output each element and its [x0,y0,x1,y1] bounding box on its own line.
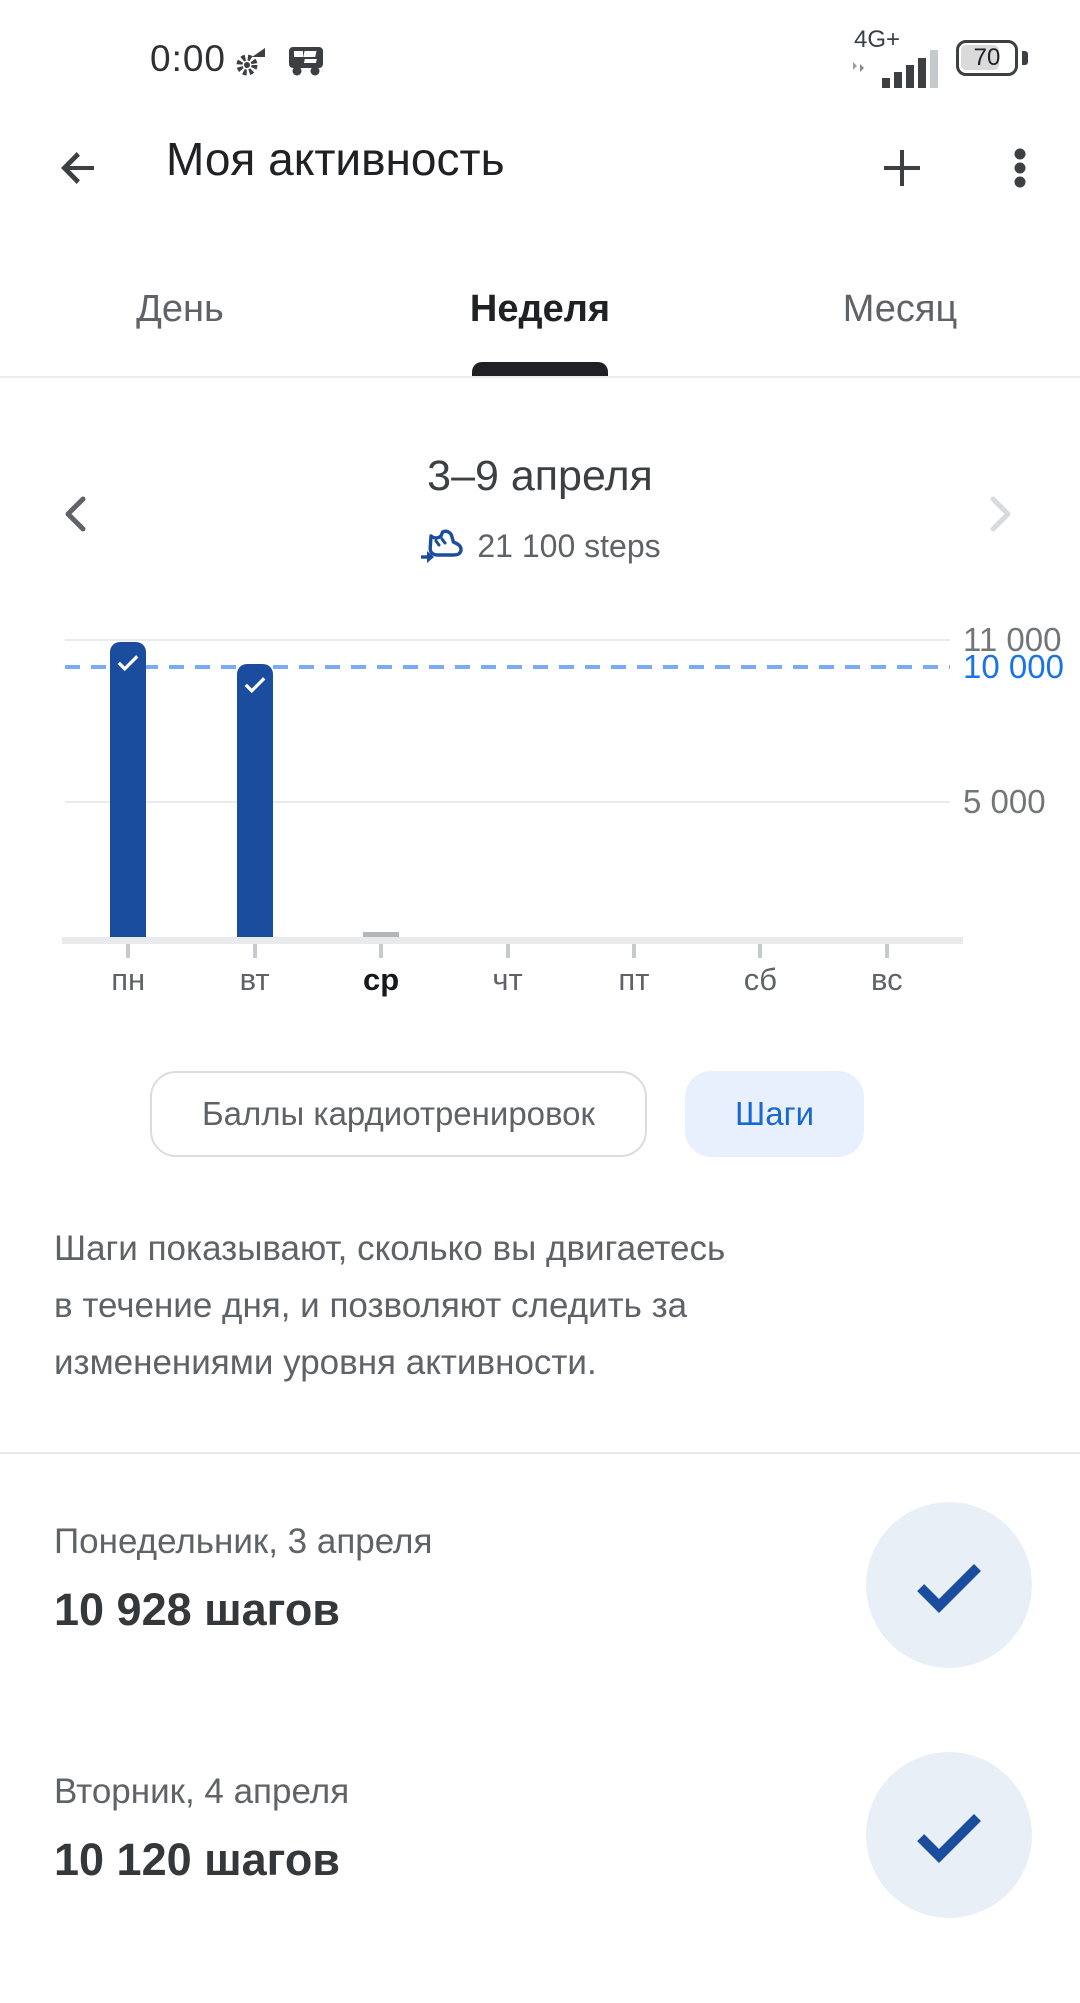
gridline-11000 [65,639,950,641]
network-type-label: 4G+ [854,26,901,53]
back-button[interactable] [42,132,114,204]
goal-met-badge [866,1502,1032,1668]
bus-notification-icon [286,44,326,83]
week-range-label: 3–9 апреля [427,452,653,500]
activity-day-row[interactable]: Вторник, 4 апреля 10 120 шагов [0,1702,1080,1952]
y-label-10000: 10 000 [963,648,1064,685]
week-navigator: 3–9 апреля 21 100 steps [0,430,1080,590]
metric-chips-row: Баллы кардиотренировок Шаги [150,1071,865,1157]
x-tick-чт [505,944,510,958]
entry-steps-value: 10 928 шагов [54,1584,340,1635]
battery-nub [1022,51,1028,65]
arrow-back-icon [61,152,94,184]
kebab-menu-icon [1014,148,1026,188]
check-icon [917,1814,981,1863]
chip-steps[interactable]: Шаги [684,1071,865,1157]
add-button[interactable] [866,132,938,204]
chart-bar-today-stub [363,932,400,937]
chart-bar-вт[interactable] [236,663,273,937]
gear-notification-icon [234,44,268,83]
x-label-сб: сб [743,962,777,997]
x-tick-сб [758,944,763,958]
previous-week-button[interactable] [48,486,104,542]
week-steps-summary: 21 100 steps [0,524,1080,568]
x-tick-пн [126,944,131,958]
y-label-5000: 5 000 [963,783,1046,820]
plus-icon [884,150,920,186]
steps-shoe-icon [421,529,464,563]
tab-month[interactable]: Месяц [720,242,1080,376]
status-right-cluster: 4G+ 70 [840,26,1060,88]
entry-date-label: Вторник, 4 апреля [54,1772,350,1811]
chip-cardio-points[interactable]: Баллы кардиотренировок [150,1071,647,1157]
weekly-steps-bar-chart: пн вт ср чт пт сб вс 11 000 10 000 5 000 [62,600,1064,997]
data-activity-arrows-icon [853,62,864,72]
status-bar: 0:00 4G+ [0,0,1080,92]
active-tab-indicator [472,362,608,376]
tab-day[interactable]: День [0,242,360,376]
list-divider [0,1452,1080,1454]
x-label-чт: чт [492,962,523,997]
page-title: Моя активность [166,133,505,185]
goal-met-badge [866,1752,1032,1918]
app-bar: Моя активность [0,92,1080,242]
week-steps-summary-text: 21 100 steps [477,527,661,564]
goal-line [65,665,950,669]
chevron-left-icon [65,496,86,532]
x-label-ср: ср [362,962,400,997]
x-tick-ср [379,944,384,958]
clock-text: 0:00 [150,38,227,79]
chip-label: Баллы кардиотренировок [202,1095,595,1132]
battery-percent-text: 70 [973,44,1001,71]
next-week-button[interactable] [972,486,1028,542]
x-tick-пт [631,944,636,958]
x-label-вт: вт [239,962,270,997]
y-label-11000: 11 000 [963,621,1062,658]
x-label-пн: пн [111,962,146,997]
tab-week[interactable]: Неделя [360,242,720,376]
goal-met-check-icon [117,655,139,672]
steps-description-text: Шаги показывают, сколько вы двигаетесь в… [54,1229,726,1382]
check-icon [917,1564,981,1613]
x-axis-baseline [62,937,963,944]
activity-day-row[interactable]: Понедельник, 3 апреля 10 928 шагов [0,1452,1080,1702]
tab-label: Месяц [842,287,958,330]
overflow-menu-button[interactable] [984,132,1056,204]
goal-met-check-icon [244,676,266,693]
period-tab-bar: День Неделя Месяц [0,242,1080,378]
battery-icon: 70 [956,40,1018,76]
entry-date-label: Понедельник, 3 апреля [54,1522,433,1561]
chart-bar-пн[interactable] [110,641,147,937]
x-label-пт: пт [618,962,650,997]
signal-strength-icon [882,50,938,88]
gridline-5000 [65,801,950,803]
chevron-right-icon [990,496,1011,532]
entry-steps-value: 10 120 шагов [54,1834,340,1885]
x-tick-вт [252,944,257,958]
chip-label: Шаги [734,1095,815,1132]
battery-fill [961,45,999,70]
x-label-вс: вс [870,962,903,997]
x-tick-вс [884,944,889,958]
tab-label: Неделя [469,287,611,330]
tab-label: День [136,287,224,330]
